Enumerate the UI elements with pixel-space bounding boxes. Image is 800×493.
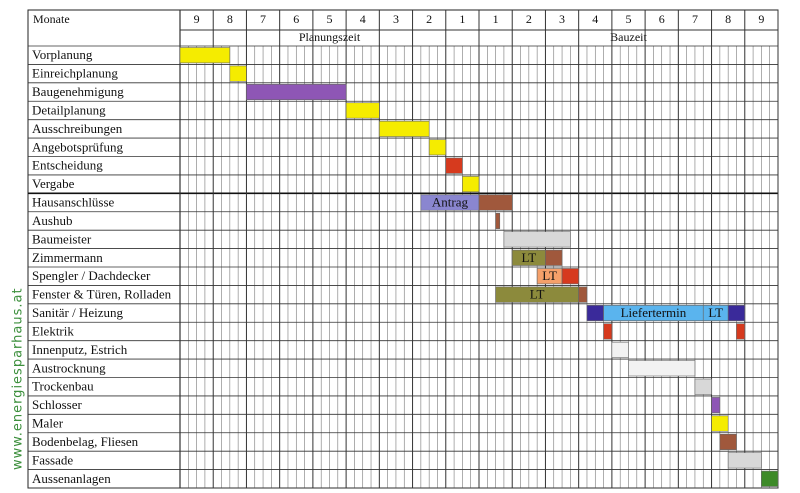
task-bar: [345, 102, 380, 119]
x-tick-label: 4: [592, 12, 598, 26]
phase-label: Bauzeit: [610, 30, 647, 44]
task-bar: [711, 415, 729, 432]
x-tick-label: 3: [559, 12, 565, 26]
x-tick-label: 7: [260, 12, 266, 26]
task-bar: [628, 360, 696, 377]
task-label: Vorplanung: [32, 47, 93, 62]
watermark: www.energiesparhaus.at: [11, 287, 26, 470]
task-bar: [586, 305, 604, 322]
x-tick-label: 1: [459, 12, 465, 26]
task-bar: [428, 139, 447, 156]
task-label: Baugenehmigung: [32, 84, 124, 99]
task-label: Angebotsprüfung: [32, 139, 123, 154]
task-bar: [503, 231, 571, 248]
task-bar: [711, 397, 721, 414]
task-bar: [611, 341, 629, 358]
phase-label: Planungszeit: [299, 30, 361, 44]
task-label: Fenster & Türen, Rolladen: [32, 287, 172, 302]
x-tick-label: 4: [360, 12, 366, 26]
x-tick-label: 9: [194, 12, 200, 26]
task-label: Hausanschlüsse: [32, 195, 115, 210]
task-bar: [727, 305, 746, 322]
task-label: Sanitär / Heizung: [32, 305, 123, 320]
x-tick-label: 8: [227, 12, 233, 26]
task-bar: [246, 84, 347, 101]
task-label: Ausschreibungen: [32, 121, 123, 136]
task-bar: [603, 323, 613, 340]
task-bar: [379, 120, 430, 137]
task-label: Zimmermann: [32, 250, 103, 265]
task-bar: [179, 47, 231, 64]
task-label: Entscheidung: [32, 158, 103, 173]
x-tick-label: 1: [493, 12, 499, 26]
x-tick-label: 6: [293, 12, 299, 26]
bar-label: LT: [542, 268, 557, 283]
task-bar: [578, 286, 588, 303]
task-bar: [736, 323, 746, 340]
task-bar: [462, 176, 480, 193]
x-tick-label: 5: [626, 12, 632, 26]
corner-label: Monate: [33, 12, 70, 26]
task-label: Austrocknung: [32, 360, 106, 375]
frame: [27, 9, 779, 489]
task-label: Aushub: [32, 213, 72, 228]
task-label: Maler: [32, 416, 64, 431]
task-bar: [445, 157, 463, 174]
task-label: Innenputz, Estrich: [32, 342, 128, 357]
task-bar: [761, 470, 779, 487]
x-tick-label: 7: [692, 12, 698, 26]
task-label: Elektrik: [32, 323, 74, 338]
x-tick-label: 5: [327, 12, 333, 26]
task-label: Bodenbelag, Fliesen: [32, 434, 139, 449]
x-tick-label: 2: [526, 12, 532, 26]
task-label: Baumeister: [32, 231, 92, 246]
task-bar: [229, 65, 247, 82]
task-bar: [545, 249, 563, 266]
task-label: Aussenanlagen: [32, 471, 111, 486]
x-tick-label: 9: [758, 12, 764, 26]
bar-label: Liefertermin: [621, 305, 687, 320]
x-tick-label: 6: [659, 12, 665, 26]
task-bar: [694, 378, 712, 395]
task-label: Detailplanung: [32, 102, 106, 117]
bar-label: Antrag: [432, 195, 469, 210]
x-tick-label: 3: [393, 12, 399, 26]
task-bar: [727, 452, 762, 469]
task-bar: [495, 212, 501, 229]
task-bar: [478, 194, 513, 211]
task-label: Spengler / Dachdecker: [32, 268, 151, 283]
task-label: Trockenbau: [32, 379, 94, 394]
x-tick-label: 8: [725, 12, 731, 26]
task-label: Schlosser: [32, 397, 83, 412]
x-tick-label: 2: [426, 12, 432, 26]
bar-label: LT: [521, 250, 536, 265]
task-label: Fassade: [32, 452, 73, 467]
task-bar: [719, 433, 737, 450]
bar-label: LT: [530, 287, 545, 302]
task-label: Vergabe: [32, 176, 75, 191]
bar-label: LT: [708, 305, 723, 320]
task-label: Einreichplanung: [32, 66, 118, 81]
task-bar: [561, 268, 579, 285]
